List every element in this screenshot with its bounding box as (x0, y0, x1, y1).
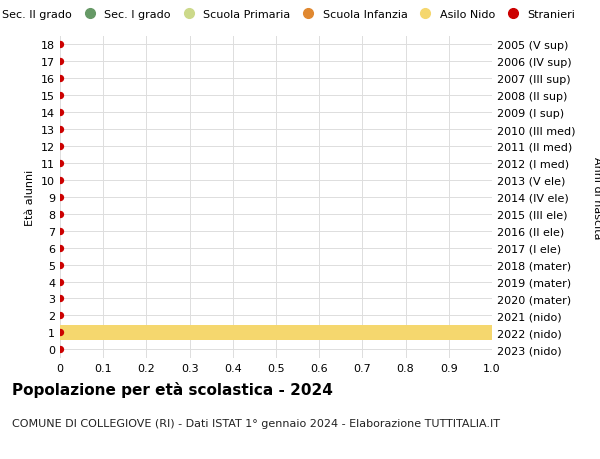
Point (55, 177, 65, 184)
Point (55, 211, 65, 218)
Point (55, 92, 65, 100)
Point (55, 160, 65, 167)
Point (55, 261, 65, 269)
Point (55, 329, 65, 336)
Point (55, 245, 65, 252)
Point (55, 278, 65, 285)
Y-axis label: Età alunni: Età alunni (25, 169, 35, 225)
Text: Popolazione per età scolastica - 2024: Popolazione per età scolastica - 2024 (12, 381, 333, 397)
Point (55, 109, 65, 117)
Point (55, 228, 65, 235)
Point (55, 295, 65, 302)
Text: COMUNE DI COLLEGIOVE (RI) - Dati ISTAT 1° gennaio 2024 - Elaborazione TUTTITALIA: COMUNE DI COLLEGIOVE (RI) - Dati ISTAT 1… (12, 418, 500, 428)
Point (55, 58, 65, 66)
Point (55, 194, 65, 201)
Legend: Sec. II grado, Sec. I grado, Scuola Primaria, Scuola Infanzia, Asilo Nido, Stran: Sec. II grado, Sec. I grado, Scuola Prim… (0, 6, 580, 25)
Point (55, 41, 65, 49)
Bar (60, 325, 492, 340)
Y-axis label: Anni di nascita: Anni di nascita (592, 156, 600, 239)
Point (55, 126, 65, 134)
Point (55, 143, 65, 150)
Point (55, 346, 65, 353)
Point (55, 312, 65, 319)
Point (55, 75, 65, 83)
